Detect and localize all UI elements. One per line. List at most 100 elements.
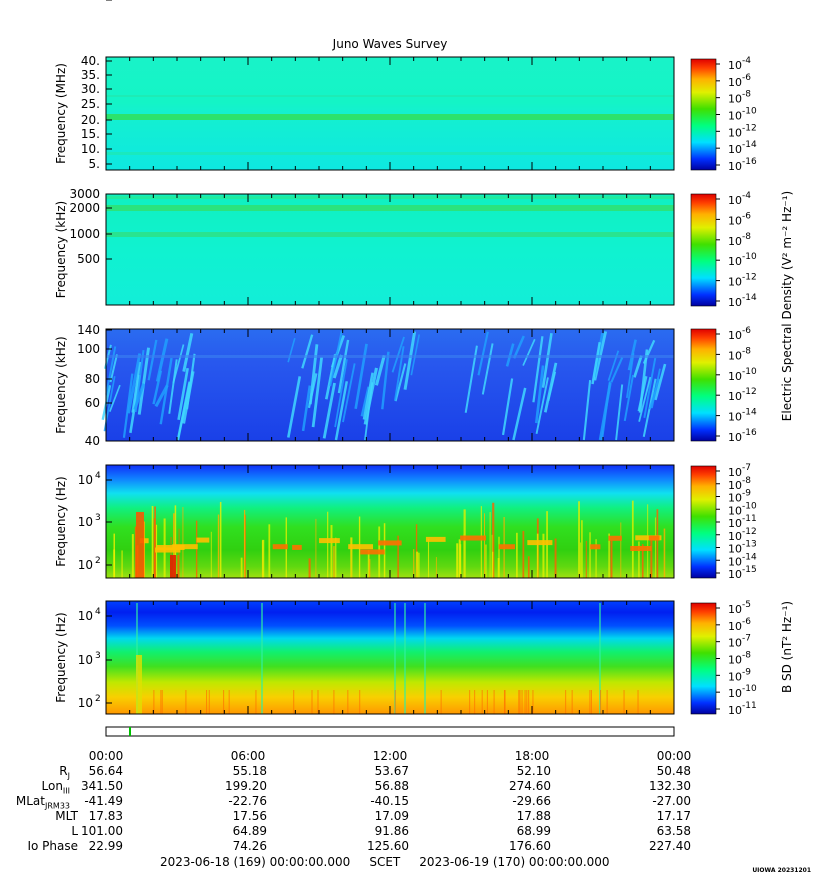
ephemeris-row-subscript: JRM33 xyxy=(45,801,70,811)
emission-streak xyxy=(301,385,312,432)
colorbar-tick-exponent: -9 xyxy=(742,489,751,499)
y-tick-label: 2000 xyxy=(69,201,100,215)
ephemeris-value: 17.56 xyxy=(232,809,267,823)
y-tick-label: 10 xyxy=(78,696,93,710)
colorbar-tick-label: 10 xyxy=(728,143,742,156)
emission-blob xyxy=(156,545,185,551)
emission-blob xyxy=(648,535,660,541)
emission-streak xyxy=(637,376,648,412)
spectrogram-panel-5 xyxy=(106,601,717,715)
ephemeris-value: -27.00 xyxy=(652,794,691,808)
emission-streak xyxy=(477,331,489,376)
colorbar-tick-label: 10 xyxy=(728,110,742,123)
ephemeris-value: 101.00 xyxy=(81,824,123,838)
colorbar-tick-label: 10 xyxy=(728,390,742,403)
ephemeris-value: 63.58 xyxy=(656,824,691,838)
ephemeris-value: 91.86 xyxy=(374,824,409,838)
axis-frame-2: Frequency (kHz)30002000100050010-410-610… xyxy=(54,187,757,309)
emission-blob xyxy=(196,537,210,543)
colorbar-tick-label: 10 xyxy=(728,126,742,139)
emission-streak xyxy=(147,339,158,381)
colorbar xyxy=(690,193,717,307)
emission-streak xyxy=(633,355,643,378)
emission-blob xyxy=(348,544,374,550)
ephemeris-value: 274.60 xyxy=(509,779,551,793)
emission-streak xyxy=(332,354,344,379)
emission-blob xyxy=(378,540,402,546)
emission-streak xyxy=(543,362,558,413)
colorbar-tick-label: 10 xyxy=(728,603,742,616)
emission-streak xyxy=(311,357,323,428)
colorbar-tick-exponent: -4 xyxy=(742,56,751,66)
emission-streak xyxy=(122,373,134,438)
band-line xyxy=(106,95,674,97)
ephemeris-value: 17.09 xyxy=(374,809,409,823)
colorbar-tick-exponent: -4 xyxy=(742,191,751,201)
ephemeris-row-label: MLT xyxy=(55,809,78,823)
y-tick-label: 140 xyxy=(77,323,100,337)
emission-streak xyxy=(159,357,173,425)
emission-blob xyxy=(460,535,487,541)
colorbar-tick-exponent: -8 xyxy=(742,90,751,100)
y-axis-label: Frequency (MHz) xyxy=(54,63,68,164)
colorbar-tick-label: 10 xyxy=(728,517,742,530)
band-2000khz xyxy=(106,205,674,211)
time-bar xyxy=(105,726,675,737)
colorbar-tick-exponent: -12 xyxy=(742,527,757,537)
colorbar xyxy=(690,328,717,442)
spectrogram-background xyxy=(106,57,674,170)
colorbar-tick-exponent: -9 xyxy=(742,667,751,677)
ephemeris-value: -41.49 xyxy=(84,794,123,808)
colorbar-tick-label: 10 xyxy=(728,370,742,383)
colorbar-tick-exponent: -16 xyxy=(742,157,757,167)
colorbar-tick-exponent: -8 xyxy=(742,651,751,661)
ephemeris-row-label: L xyxy=(71,824,78,838)
y-tick-label: 10 xyxy=(78,609,93,623)
emission-blob xyxy=(360,549,385,555)
colorbar-tick-label: 10 xyxy=(728,214,742,227)
emission-streak xyxy=(137,347,151,415)
colorbar-tick-exponent: -10 xyxy=(742,684,757,694)
ephemeris-value: 199.20 xyxy=(225,779,267,793)
spectrogram-panel-2 xyxy=(106,193,717,307)
colorbar-tick-label: 10 xyxy=(728,276,742,289)
emission-streak xyxy=(342,363,356,423)
colorbar-tick-label: 10 xyxy=(728,466,742,479)
emission-streak xyxy=(654,363,667,401)
colorbar-tick-label: 10 xyxy=(728,411,742,424)
emission-burst xyxy=(136,512,144,578)
colorbar-tick-exponent: -16 xyxy=(742,428,757,438)
panel3-emission xyxy=(101,331,674,441)
emission-streak xyxy=(109,354,118,383)
emission-streak xyxy=(168,359,178,414)
y-tick-label: 10 xyxy=(78,473,93,487)
colorbar-tick-exponent: -6 xyxy=(742,211,751,221)
y-tick-label: 40. xyxy=(81,54,100,68)
emission-streak xyxy=(354,343,368,410)
colorbar-tick-exponent: -11 xyxy=(742,514,757,524)
emission-streak xyxy=(287,376,302,438)
colorbar-tick-label: 10 xyxy=(728,349,742,362)
x-tick-label: 00:00 xyxy=(89,749,124,763)
emission-streak xyxy=(626,353,635,399)
emission-streak xyxy=(362,372,374,420)
colorbar-tick-label: 10 xyxy=(728,704,742,717)
colorbar-label: Electric Spectral Density (V² m⁻² Hz⁻¹) xyxy=(780,191,794,421)
y-tick-exponent: 2 xyxy=(95,694,101,704)
ephemeris-value: 56.64 xyxy=(88,764,123,778)
y-axis-label: Frequency (kHz) xyxy=(54,201,68,298)
emission-streak xyxy=(329,331,343,387)
emission-blob xyxy=(292,544,302,550)
emission-blob xyxy=(425,536,446,542)
colorbar-tick-exponent: -12 xyxy=(742,273,757,283)
colorbar-tick-label: 10 xyxy=(728,479,742,492)
y-tick-exponent: 4 xyxy=(95,471,101,481)
ephemeris-value: 22.99 xyxy=(88,839,123,853)
spectrogram-panel-1 xyxy=(106,57,717,171)
colorbar-tick-exponent: -6 xyxy=(742,617,751,627)
emission-streak xyxy=(308,344,319,405)
colorbar-tick-exponent: -8 xyxy=(742,232,751,242)
y-tick-exponent: 2 xyxy=(95,556,101,566)
emission-streak xyxy=(615,384,624,441)
emission-streak xyxy=(360,386,370,417)
